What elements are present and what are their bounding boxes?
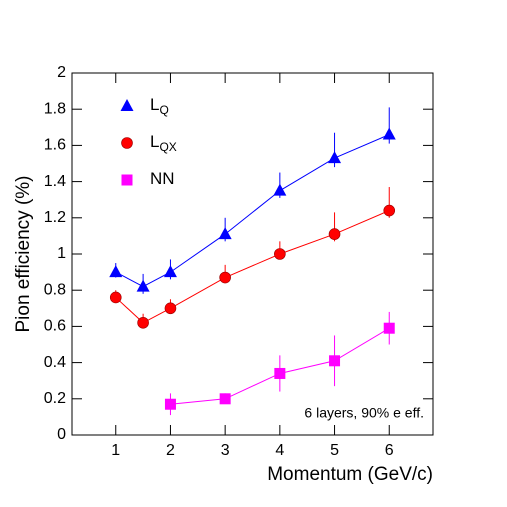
data-point <box>273 183 287 196</box>
legend-marker <box>121 174 133 186</box>
data-point <box>329 355 341 367</box>
y-tick-label: 0.6 <box>44 318 66 335</box>
data-point <box>218 227 232 240</box>
y-axis-label: Pion efficiency (%) <box>13 176 34 333</box>
x-tick-label: 5 <box>330 442 339 459</box>
plot-frame <box>71 72 434 436</box>
data-point <box>383 322 395 334</box>
data-point <box>163 265 177 278</box>
series-line <box>115 134 390 288</box>
legend-label-sub: QX <box>159 140 176 154</box>
legend-label-sub: Q <box>159 103 168 117</box>
x-tick-label: 3 <box>221 442 230 459</box>
data-point <box>274 367 286 379</box>
y-tick-label: 0.4 <box>44 354 66 371</box>
series-line <box>115 210 390 324</box>
annotation: 6 layers, 90% e eff. <box>304 405 424 421</box>
x-tick-label: 4 <box>275 442 284 459</box>
legend-marker <box>120 99 134 111</box>
y-tick-label: 0.8 <box>44 281 66 298</box>
legend-label: LQX <box>150 132 177 154</box>
data-point <box>109 265 123 278</box>
legend-label: NN <box>150 169 175 188</box>
data-point <box>164 302 177 315</box>
x-tick-label: 1 <box>111 442 120 459</box>
data-point <box>219 271 231 284</box>
x-axis-label: Momentum (GeV/c) <box>267 464 433 485</box>
data-point <box>164 398 176 410</box>
y-tick-label: 1.2 <box>44 209 66 226</box>
data-point <box>328 151 342 164</box>
y-tick-label: 0 <box>57 426 66 443</box>
y-tick-label: 1.8 <box>44 100 66 117</box>
y-tick-label: 1.6 <box>44 137 66 154</box>
data-point <box>137 316 149 329</box>
y-tick-label: 1 <box>57 245 66 262</box>
legend-label-main: L <box>150 95 159 114</box>
data-point <box>383 204 396 217</box>
data-point <box>219 393 231 405</box>
data-point <box>274 248 286 260</box>
data-point <box>328 228 341 240</box>
data-point <box>136 279 150 292</box>
y-tick-label: 2 <box>57 64 66 81</box>
legend-marker <box>121 137 133 149</box>
legend-label: LQ <box>150 95 169 117</box>
legend-label-main: NN <box>150 169 175 188</box>
x-tick-label: 6 <box>385 442 394 459</box>
y-tick-label: 1.4 <box>44 173 66 190</box>
x-tick-label: 2 <box>166 442 175 459</box>
data-point <box>382 127 396 140</box>
y-tick-label: 0.2 <box>44 390 66 407</box>
data-point <box>109 291 122 304</box>
legend-label-main: L <box>150 132 159 151</box>
